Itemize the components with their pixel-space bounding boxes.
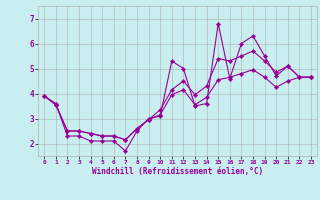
X-axis label: Windchill (Refroidissement éolien,°C): Windchill (Refroidissement éolien,°C): [92, 167, 263, 176]
